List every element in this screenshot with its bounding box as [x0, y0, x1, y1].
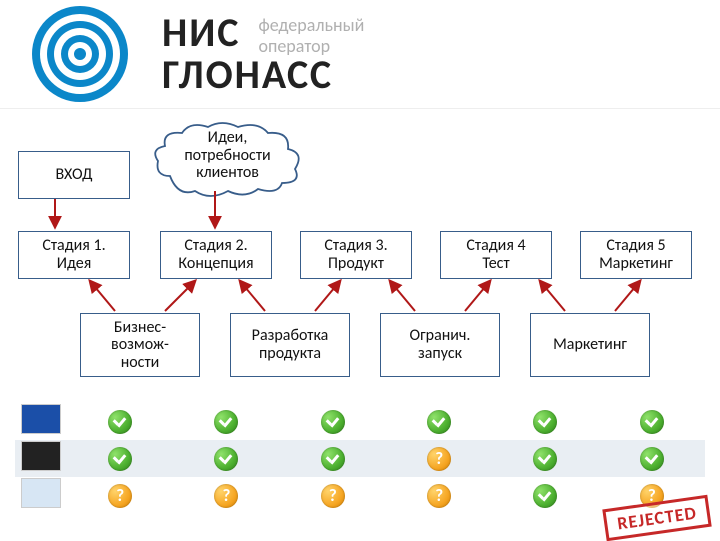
check-icon	[640, 447, 664, 471]
question-icon: ?	[321, 484, 345, 508]
check-icon	[427, 410, 451, 434]
brand-line1: НИС	[162, 14, 240, 52]
brand-sub1: федеральный	[258, 16, 364, 35]
check-icon	[108, 410, 132, 434]
transition-4: Маркетинг	[530, 313, 650, 377]
check-icon	[214, 447, 238, 471]
row-thumb-icon	[21, 478, 61, 508]
check-icon	[321, 410, 345, 434]
stage-1: Стадия 1. Идея	[18, 231, 130, 279]
question-icon: ?	[427, 484, 451, 508]
check-icon	[214, 410, 238, 434]
process-diagram: Идеи, потребности клиентов ВХОД Стадия 1…	[0, 109, 720, 399]
check-icon	[533, 484, 557, 508]
check-icon	[533, 410, 557, 434]
cloud-text: Идеи, потребности клиентов	[150, 129, 305, 182]
cloud-ideas: Идеи, потребности клиентов	[150, 121, 305, 197]
transition-2: Разработка продукта	[230, 313, 350, 377]
matrix-row	[15, 403, 705, 440]
stage-2: Стадия 2. Концепция	[160, 231, 272, 279]
header: НИС федеральный оператор ГЛОНАСС	[0, 0, 720, 109]
transition-1: Бизнес- возмож- ности	[80, 313, 200, 377]
check-icon	[108, 447, 132, 471]
transition-3: Огранич. запуск	[380, 313, 500, 377]
check-icon	[533, 447, 557, 471]
stage-5: Стадия 5 Маркетинг	[580, 231, 692, 279]
row-thumb-icon	[21, 441, 61, 471]
check-icon	[321, 447, 345, 471]
stage-4: Стадия 4 Тест	[440, 231, 552, 279]
entry-box: ВХОД	[18, 151, 130, 199]
row-thumb-icon	[21, 404, 61, 434]
brand-line2: ГЛОНАСС	[162, 56, 364, 94]
question-icon: ?	[214, 484, 238, 508]
status-matrix: ??????	[15, 403, 705, 514]
stage-3: Стадия 3. Продукт	[300, 231, 412, 279]
question-icon: ?	[108, 484, 132, 508]
concentric-rings-logo	[20, 4, 140, 104]
brand-block: НИС федеральный оператор ГЛОНАСС	[162, 14, 364, 94]
matrix-row: ?????	[15, 477, 705, 514]
matrix-row: ?	[15, 440, 705, 477]
check-icon	[640, 410, 664, 434]
question-icon: ?	[427, 447, 451, 471]
